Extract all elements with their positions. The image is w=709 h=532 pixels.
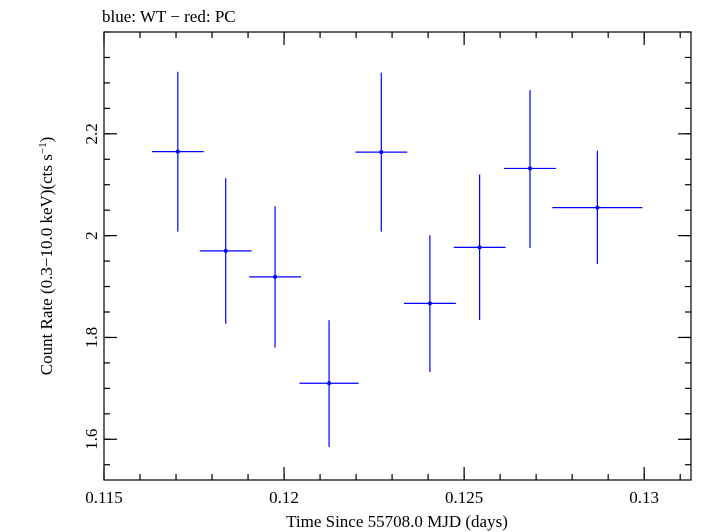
y-axis-label-main: Count Rate (0.3−10.0 keV)(cts s: [37, 154, 56, 375]
data-point: [528, 166, 533, 171]
data-point: [175, 149, 180, 154]
data-point: [273, 274, 278, 279]
data-point: [427, 301, 432, 306]
data-point: [223, 248, 228, 253]
x-axis-label: Time Since 55708.0 MJD (days): [286, 512, 508, 531]
data-point: [595, 205, 600, 210]
y-tick-label: 1.8: [82, 327, 101, 348]
y-tick-label: 2.2: [82, 123, 101, 144]
data-point: [379, 150, 384, 155]
x-tick-label: 0.125: [445, 488, 483, 507]
chart-title: blue: WT − red: PC: [102, 7, 236, 26]
x-tick-label: 0.13: [629, 488, 659, 507]
data-point: [327, 381, 332, 386]
data-point: [477, 245, 482, 250]
y-axis-label: Count Rate (0.3−10.0 keV)(cts s−1): [37, 137, 56, 376]
axis-ticks: [103, 31, 691, 480]
x-tick-label: 0.115: [85, 488, 123, 507]
x-tick-label: 0.12: [269, 488, 299, 507]
data-marks: [151, 71, 643, 447]
y-tick-label: 1.6: [82, 429, 101, 450]
tick-labels: 0.115 0.12 0.125 0.13 1.6 1.8 2 2.2: [82, 123, 659, 507]
y-axis-label-close: ): [37, 137, 56, 143]
y-axis-label-sup: −1: [37, 142, 49, 154]
y-tick-label: 2: [82, 231, 101, 240]
plot-frame: [103, 31, 692, 481]
